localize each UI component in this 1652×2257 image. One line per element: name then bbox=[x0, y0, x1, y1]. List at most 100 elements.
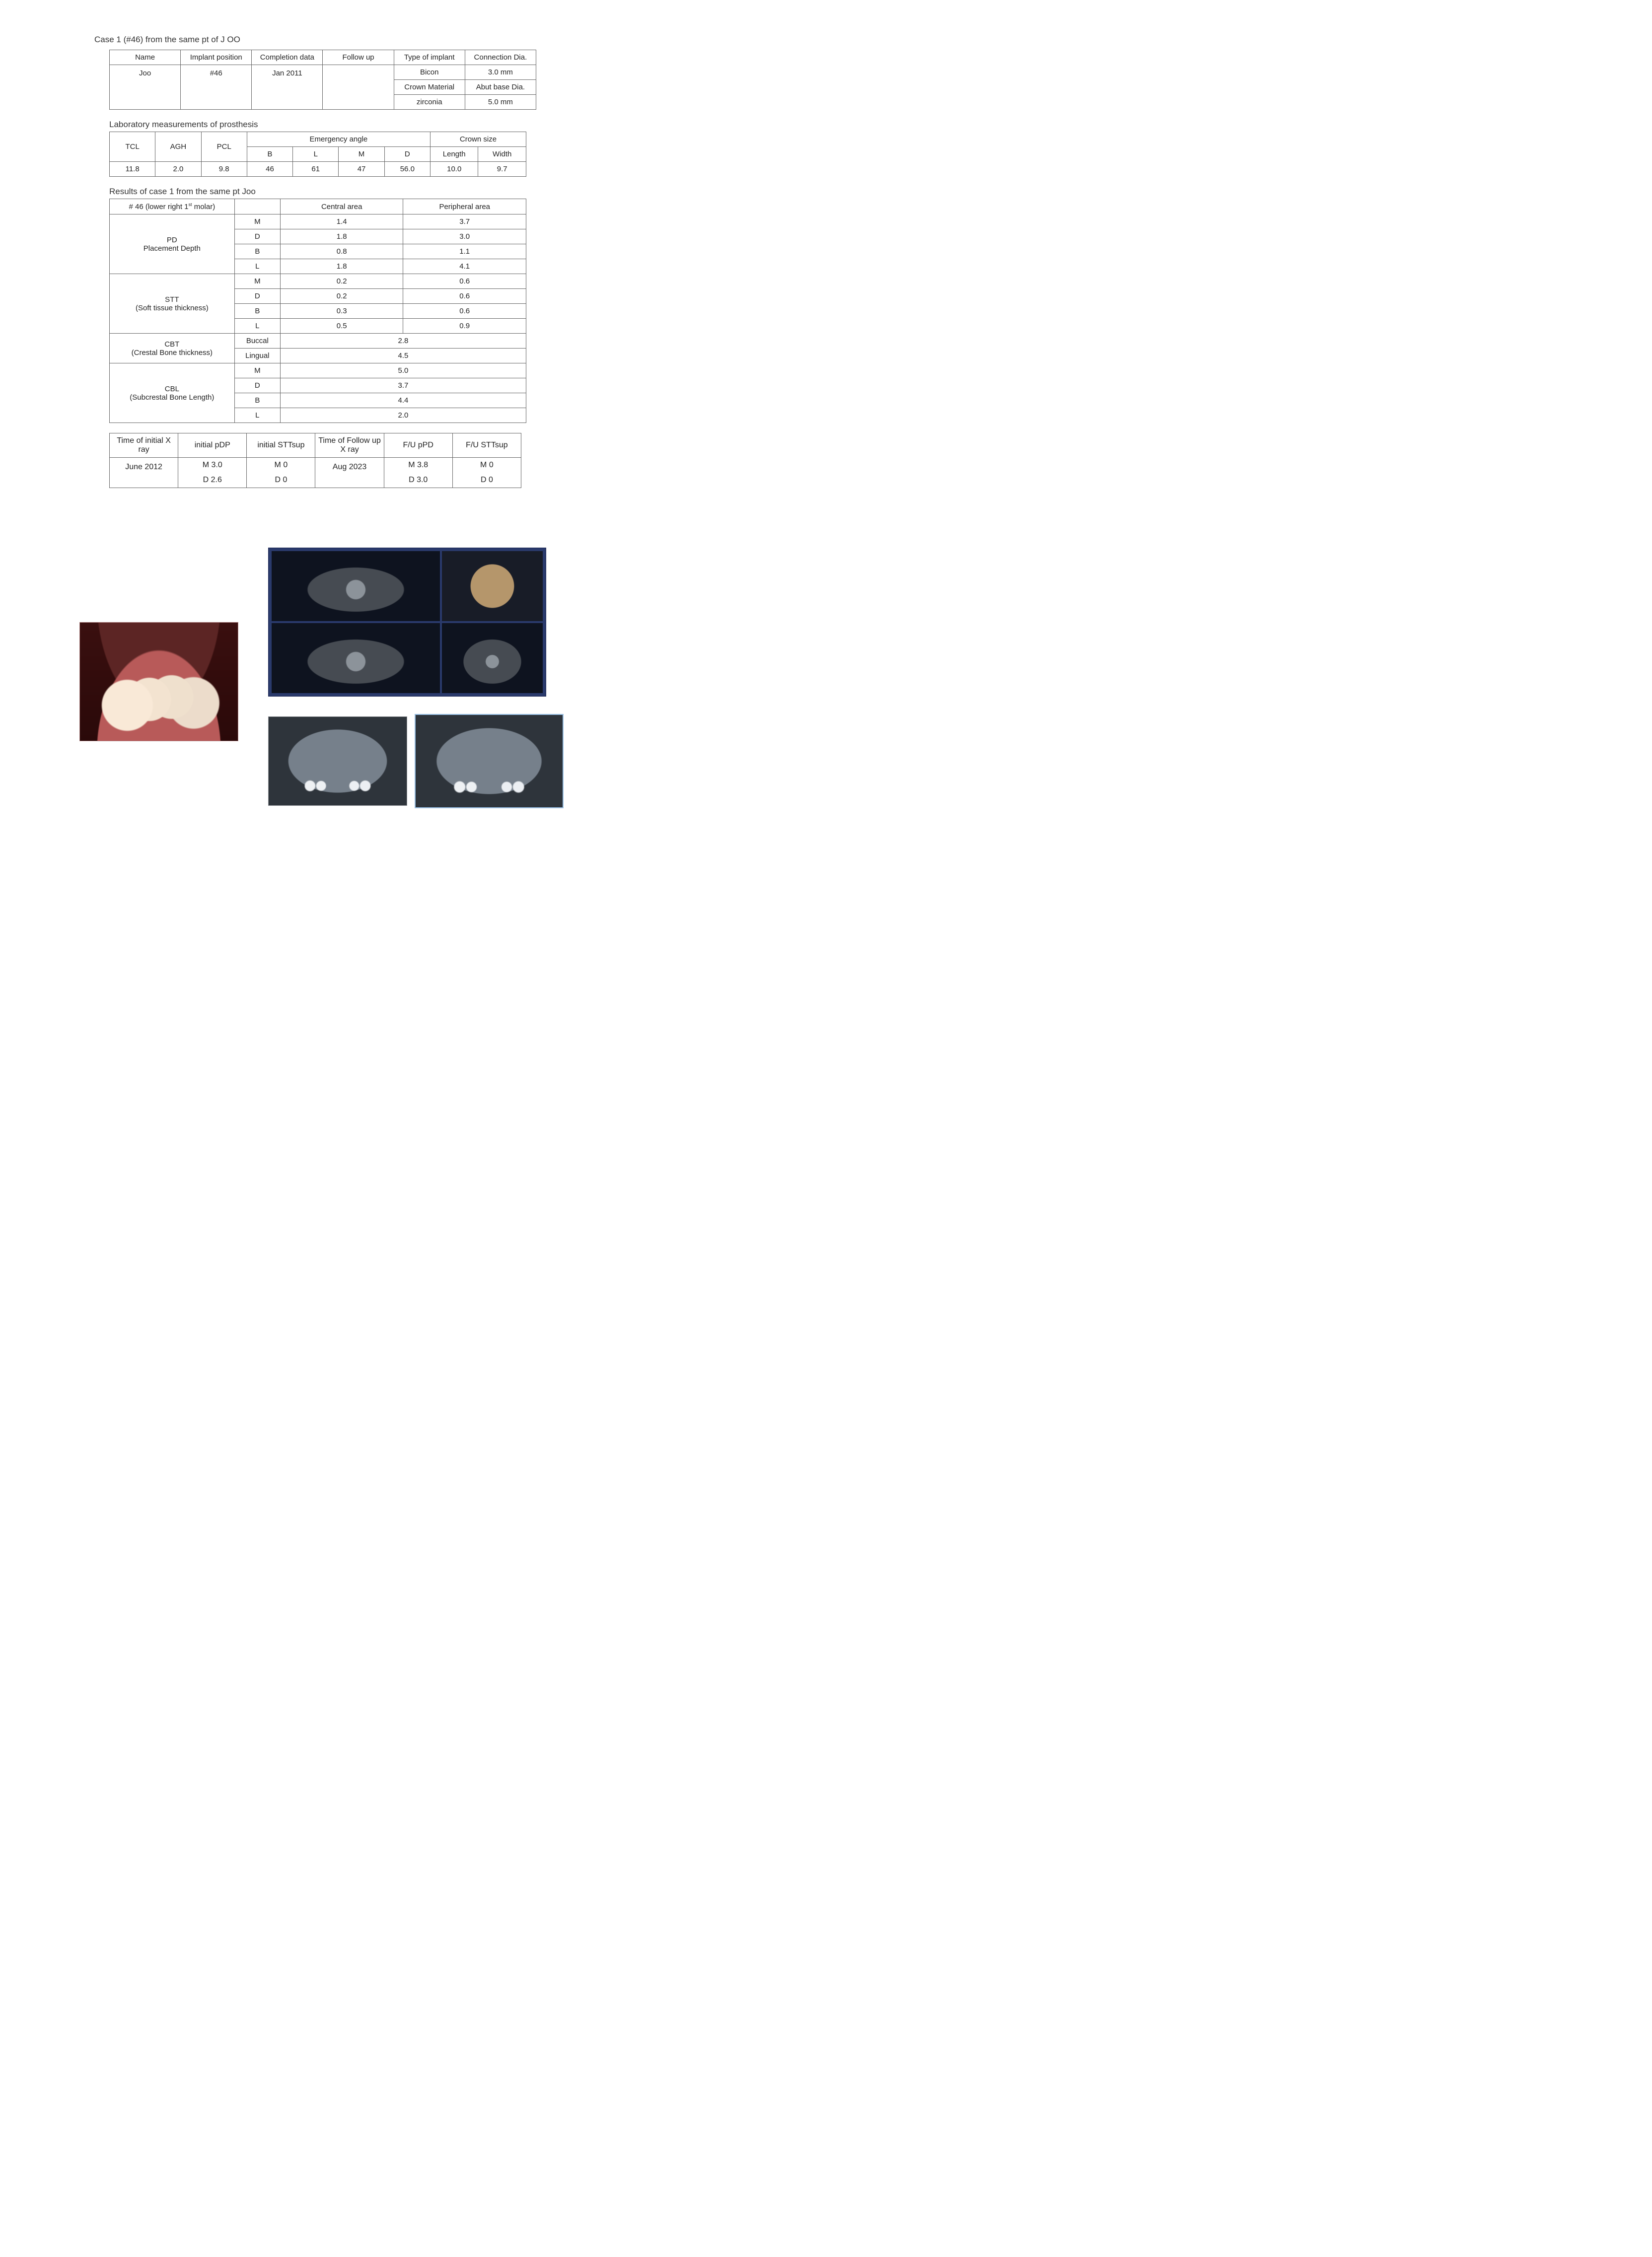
table-row: CBL (Subcrestal Bone Length) M 5.0 bbox=[110, 363, 526, 378]
hdr: Implant position bbox=[181, 50, 252, 65]
cell: 2.0 bbox=[280, 408, 526, 423]
cell: 0.5 bbox=[280, 319, 403, 334]
cell: 56.0 bbox=[384, 162, 430, 177]
table-row: June 2012 M 3.0 M 0 Aug 2023 M 3.8 M 0 bbox=[110, 458, 521, 473]
hdr: # 46 (lower right 1st molar) bbox=[110, 199, 235, 214]
hdr: Central area bbox=[280, 199, 403, 214]
cell: D 0 bbox=[452, 473, 521, 488]
cell: M bbox=[234, 274, 280, 289]
intraoral-photo bbox=[79, 622, 238, 741]
cell bbox=[323, 65, 394, 110]
txt: CBT bbox=[112, 340, 232, 349]
cell: Buccal bbox=[234, 334, 280, 349]
hdr: Follow up bbox=[323, 50, 394, 65]
hdr: M bbox=[339, 147, 384, 162]
cell: 0.6 bbox=[403, 289, 526, 304]
cell: 0.3 bbox=[280, 304, 403, 319]
cell: 2.8 bbox=[280, 334, 526, 349]
cell: 3.7 bbox=[280, 378, 526, 393]
cell: CBT (Crestal Bone thickness) bbox=[110, 334, 235, 363]
cell: D bbox=[234, 378, 280, 393]
cell: 0.2 bbox=[280, 274, 403, 289]
cell: PD Placement Depth bbox=[110, 214, 235, 274]
cell: 4.4 bbox=[280, 393, 526, 408]
header-row: TCL AGH PCL Emergency angle Crown size bbox=[110, 132, 526, 147]
cell: 1.8 bbox=[280, 229, 403, 244]
cell: D 2.6 bbox=[178, 473, 247, 488]
hdr: initial STTsup bbox=[247, 433, 315, 458]
cell: 3.0 bbox=[403, 229, 526, 244]
hdr: Name bbox=[110, 50, 181, 65]
txt: (Soft tissue thickness) bbox=[112, 304, 232, 312]
txt: (Crestal Bone thickness) bbox=[112, 349, 232, 357]
hdr: F/U STTsup bbox=[452, 433, 521, 458]
cell: STT (Soft tissue thickness) bbox=[110, 274, 235, 334]
hdr: L bbox=[293, 147, 339, 162]
cell: 46 bbox=[247, 162, 292, 177]
hdr: Width bbox=[478, 147, 526, 162]
cell: 0.9 bbox=[403, 319, 526, 334]
cell: 0.2 bbox=[280, 289, 403, 304]
cell: 3.0 mm bbox=[465, 65, 536, 80]
cell: 0.8 bbox=[280, 244, 403, 259]
cell: B bbox=[234, 393, 280, 408]
panoramic-xray-2 bbox=[415, 714, 564, 808]
cell: 4.1 bbox=[403, 259, 526, 274]
cell: Bicon bbox=[394, 65, 465, 80]
hdr: D bbox=[384, 147, 430, 162]
case-results-table: # 46 (lower right 1st molar) Central are… bbox=[109, 199, 526, 423]
txt: CBL bbox=[112, 385, 232, 393]
cell: 0.6 bbox=[403, 304, 526, 319]
hdr: B bbox=[247, 147, 292, 162]
cell: Joo bbox=[110, 65, 181, 110]
cell: zirconia bbox=[394, 95, 465, 110]
implant-summary-table: Name Implant position Completion data Fo… bbox=[109, 50, 536, 110]
sup: st bbox=[189, 202, 192, 207]
hdr: Peripheral area bbox=[403, 199, 526, 214]
cbct-panoramic-pane bbox=[272, 551, 440, 621]
image-gallery bbox=[94, 548, 581, 855]
table-row: PD Placement Depth M 1.4 3.7 bbox=[110, 214, 526, 229]
cbct-arch-pane bbox=[442, 623, 543, 693]
followup-table: Time of initial X ray initial pDP initia… bbox=[109, 433, 521, 488]
hdr: Type of implant bbox=[394, 50, 465, 65]
hdr: Connection Dia. bbox=[465, 50, 536, 65]
lab-caption: Laboratory measurements of prosthesis bbox=[109, 120, 541, 130]
cell: L bbox=[234, 408, 280, 423]
hdr: Length bbox=[430, 147, 478, 162]
cell: M 3.0 bbox=[178, 458, 247, 473]
cell: #46 bbox=[181, 65, 252, 110]
header-row: Time of initial X ray initial pDP initia… bbox=[110, 433, 521, 458]
cell: B bbox=[234, 304, 280, 319]
txt: molar) bbox=[192, 203, 215, 211]
cell: M bbox=[234, 363, 280, 378]
cell: 47 bbox=[339, 162, 384, 177]
cell: 11.8 bbox=[110, 162, 155, 177]
cbct-cross-section-pane bbox=[272, 623, 440, 693]
table-row: STT (Soft tissue thickness) M 0.2 0.6 bbox=[110, 274, 526, 289]
hdr: TCL bbox=[110, 132, 155, 162]
cell: 1.8 bbox=[280, 259, 403, 274]
txt: STT bbox=[112, 295, 232, 304]
hdr: Time of initial X ray bbox=[110, 433, 178, 458]
cell: Aug 2023 bbox=[315, 458, 384, 488]
txt: (Subcrestal Bone Length) bbox=[112, 393, 232, 402]
lab-measurements-table: TCL AGH PCL Emergency angle Crown size B… bbox=[109, 132, 526, 177]
txt: PD bbox=[112, 236, 232, 244]
cell: M bbox=[234, 214, 280, 229]
cell: 4.5 bbox=[280, 349, 526, 363]
cell: L bbox=[234, 259, 280, 274]
cell: 9.8 bbox=[201, 162, 247, 177]
cell: 5.0 mm bbox=[465, 95, 536, 110]
cell: 9.7 bbox=[478, 162, 526, 177]
cell: Abut base Dia. bbox=[465, 80, 536, 95]
cell: 3.7 bbox=[403, 214, 526, 229]
cell: 5.0 bbox=[280, 363, 526, 378]
results-caption: Results of case 1 from the same pt Joo bbox=[109, 187, 541, 197]
cell: D bbox=[234, 229, 280, 244]
cbct-software-screenshot bbox=[268, 548, 546, 697]
cell: L bbox=[234, 319, 280, 334]
cell: June 2012 bbox=[110, 458, 178, 488]
cell: Jan 2011 bbox=[252, 65, 323, 110]
cell: D bbox=[234, 289, 280, 304]
